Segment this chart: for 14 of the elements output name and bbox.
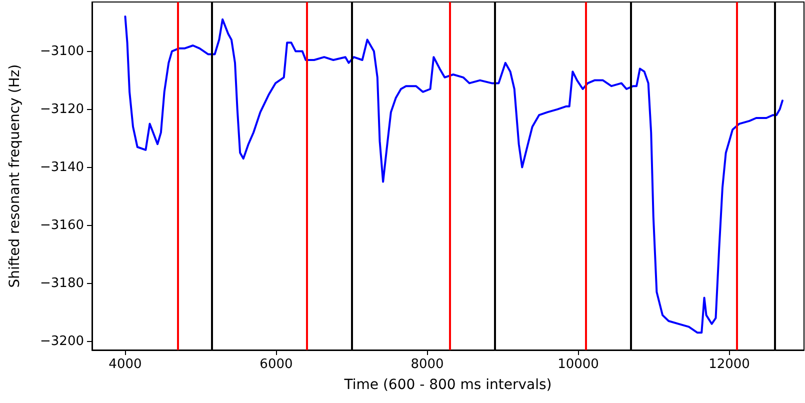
y-tick-label: −3180: [40, 276, 84, 291]
x-axis-title: Time (600 - 800 ms intervals): [343, 377, 552, 393]
y-tick-label: −3160: [40, 218, 84, 233]
y-tick-label: −3200: [40, 334, 84, 349]
x-tick-label: 6000: [260, 357, 293, 372]
y-axis-title: Shifted resonant frequency (Hz): [7, 64, 23, 288]
y-tick-label: −3140: [40, 160, 84, 175]
x-tick-label: 10000: [558, 357, 599, 372]
x-tick-label: 12000: [708, 357, 750, 372]
line-series: [124, 16, 784, 334]
y-tick-label: −3100: [40, 44, 84, 59]
y-tick-label: −3120: [40, 102, 84, 117]
x-tick-label: 4000: [108, 357, 142, 372]
x-tick-label: 8000: [410, 357, 444, 372]
